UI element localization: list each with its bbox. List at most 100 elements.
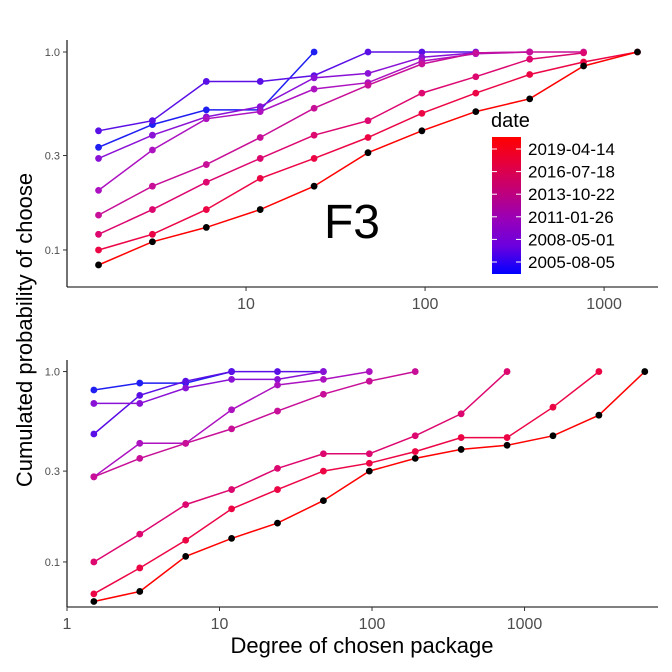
data-point xyxy=(503,368,511,375)
data-point xyxy=(310,74,318,82)
data-point xyxy=(274,465,281,472)
data-point xyxy=(526,71,534,78)
data-point xyxy=(136,400,144,407)
data-point xyxy=(641,368,649,375)
data-point xyxy=(90,430,98,438)
y-tick-label: 0.1 xyxy=(45,245,60,257)
x-tick-label: 1000 xyxy=(507,616,543,633)
data-point xyxy=(364,117,372,125)
data-point xyxy=(418,60,426,68)
data-point xyxy=(418,48,426,56)
y-axis-title: Cumulated probability of choose xyxy=(12,173,37,487)
data-point xyxy=(365,467,373,475)
data-point xyxy=(580,49,587,57)
data-point xyxy=(320,390,327,398)
data-point xyxy=(472,73,480,81)
x-tick-label: 10 xyxy=(211,616,229,633)
data-point xyxy=(136,379,144,387)
legend-label: 2008-05-01 xyxy=(528,230,615,249)
data-point xyxy=(274,519,281,527)
data-point xyxy=(364,69,372,77)
data-point xyxy=(457,446,465,453)
data-point xyxy=(503,441,511,449)
y-tick-label: 1.0 xyxy=(45,367,60,379)
data-point xyxy=(274,381,281,389)
legend-colorbar xyxy=(492,137,521,274)
data-point xyxy=(182,536,190,544)
data-point xyxy=(182,552,190,560)
legend-label: 2011-01-26 xyxy=(528,208,614,227)
data-point xyxy=(182,501,190,509)
data-point xyxy=(256,103,264,110)
series-line xyxy=(93,370,416,478)
data-point xyxy=(202,78,210,85)
data-point xyxy=(274,407,281,415)
data-point xyxy=(95,261,102,269)
data-point xyxy=(364,134,372,141)
data-point xyxy=(149,131,156,139)
data-point xyxy=(549,403,557,411)
data-point xyxy=(526,55,534,63)
data-point xyxy=(149,182,156,190)
data-point xyxy=(526,48,534,56)
data-point xyxy=(310,155,318,162)
data-point xyxy=(310,131,318,139)
data-point xyxy=(182,439,190,447)
legend-title: date xyxy=(491,110,530,132)
data-point xyxy=(228,486,235,493)
data-point xyxy=(228,425,235,433)
data-point xyxy=(256,134,264,141)
panel-annotation: F3 xyxy=(324,196,380,249)
data-point xyxy=(90,473,98,481)
data-point xyxy=(202,115,210,123)
data-point xyxy=(274,368,281,375)
data-point xyxy=(457,434,465,441)
data-point xyxy=(136,530,144,538)
series-line xyxy=(93,370,324,405)
data-point xyxy=(411,448,419,455)
x-axis-title: Degree of chosen package xyxy=(231,633,494,658)
data-point xyxy=(256,108,264,116)
data-point xyxy=(228,505,235,513)
data-point xyxy=(202,106,210,114)
data-point xyxy=(364,81,372,89)
data-point xyxy=(90,386,98,394)
x-tick-label: 100 xyxy=(412,296,439,313)
data-point xyxy=(136,454,144,462)
data-point xyxy=(472,108,480,116)
data-point xyxy=(310,182,318,190)
data-point xyxy=(503,434,511,441)
data-point xyxy=(365,368,373,375)
data-point xyxy=(202,224,210,231)
data-point xyxy=(418,109,426,117)
data-point xyxy=(256,78,264,85)
data-point xyxy=(95,211,102,219)
data-point xyxy=(549,432,557,440)
data-point xyxy=(365,459,373,467)
x-tick-label: 100 xyxy=(359,616,386,633)
data-point xyxy=(136,439,144,447)
series-line xyxy=(98,51,315,148)
series-line xyxy=(93,371,646,603)
data-point xyxy=(95,230,102,238)
data-point xyxy=(310,48,318,56)
data-point xyxy=(364,149,372,157)
data-point xyxy=(310,104,318,112)
series-line xyxy=(98,51,584,216)
series-line xyxy=(93,370,232,391)
data-point xyxy=(95,246,102,254)
data-point xyxy=(228,375,235,383)
data-point xyxy=(136,564,144,572)
data-point xyxy=(411,368,419,375)
legend-label: 2005-08-05 xyxy=(528,253,615,272)
data-point xyxy=(274,486,281,493)
y-tick-label: 0.3 xyxy=(45,151,60,163)
data-point xyxy=(365,377,373,385)
series-line xyxy=(93,370,324,435)
data-point xyxy=(526,95,534,103)
data-point xyxy=(182,384,190,392)
data-point xyxy=(320,368,327,375)
bottom-panel: 0.1 0.3 1.0 1 10 100 1000 xyxy=(45,360,658,633)
legend: date 2019-04-14 2016-07-18 2013-10-22 2011-… xyxy=(491,110,615,274)
